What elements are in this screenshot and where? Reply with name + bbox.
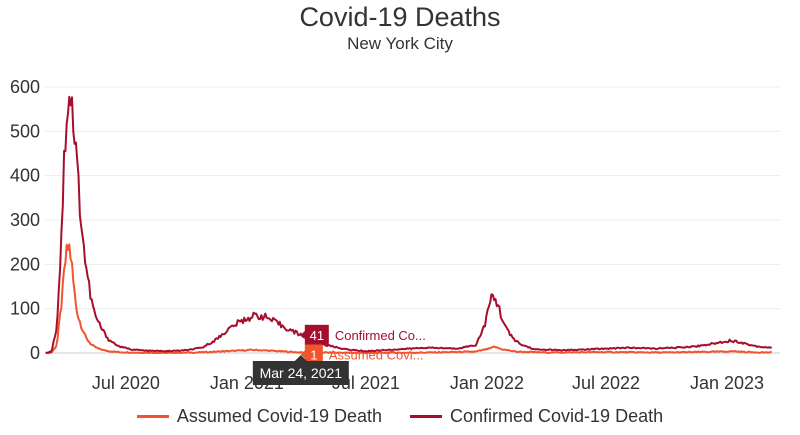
x-tick-label: Jan 2022	[450, 373, 524, 393]
tooltip-pointer-assumed	[300, 349, 306, 360]
tooltip-value-assumed: 1	[310, 348, 317, 363]
series-line-assumed	[45, 243, 772, 354]
legend-label-assumed: Assumed Covid-19 Death	[176, 406, 382, 426]
y-tick-label: 600	[10, 77, 40, 97]
legend-item-confirmed[interactable]: Confirmed Covid-19 Death	[410, 406, 663, 427]
grid-lines	[45, 86, 780, 354]
tooltip-value-box-confirmed	[304, 324, 329, 345]
x-tick-label: Jul 2021	[332, 373, 400, 393]
y-tick-label: 200	[10, 254, 40, 274]
legend-swatch-confirmed	[410, 415, 442, 418]
tooltip-value-confirmed: 41	[310, 328, 324, 343]
x-tick-label: Jul 2022	[572, 373, 640, 393]
y-axis: 0 100 200 300 400 500 600	[10, 77, 40, 363]
legend-item-assumed[interactable]: Assumed Covid-19 Death	[136, 406, 382, 427]
chart-subtitle: New York City	[347, 34, 453, 53]
tooltip-value-box-assumed	[304, 344, 323, 365]
x-axis: Jul 2020 Jan 2021 Jul 2021 Jan 2022 Jul 2022…	[92, 373, 764, 393]
x-tick-label: Jan 2023	[690, 373, 764, 393]
tooltip-label-assumed: Assumed Covi...	[329, 348, 424, 363]
series-lines	[45, 95, 773, 354]
legend-swatch-assumed	[136, 415, 169, 418]
date-tooltip-pointer	[294, 355, 307, 361]
x-tick-label: Jul 2020	[92, 373, 160, 393]
tooltip-label-confirmed: Confirmed Co...	[335, 328, 426, 343]
legend: Assumed Covid-19 Death Confirmed Covid-1…	[0, 406, 800, 427]
legend-label-confirmed: Confirmed Covid-19 Death	[450, 406, 664, 426]
y-tick-label: 500	[10, 121, 40, 141]
date-tooltip-box	[252, 361, 349, 385]
y-tick-label: 100	[10, 299, 40, 319]
hover-tooltip: 41 Confirmed Co... 1 Assumed Covi... Mar 24,…	[252, 324, 426, 385]
date-tooltip-label: Mar 24, 2021	[260, 365, 343, 381]
y-tick-label: 300	[10, 210, 40, 230]
chart-title: Covid-19 Deaths	[299, 2, 501, 32]
series-line-confirmed	[45, 95, 773, 354]
tooltip-pointer-confirmed	[300, 329, 306, 340]
y-tick-label: 400	[10, 166, 40, 186]
y-tick-label: 0	[30, 343, 40, 363]
